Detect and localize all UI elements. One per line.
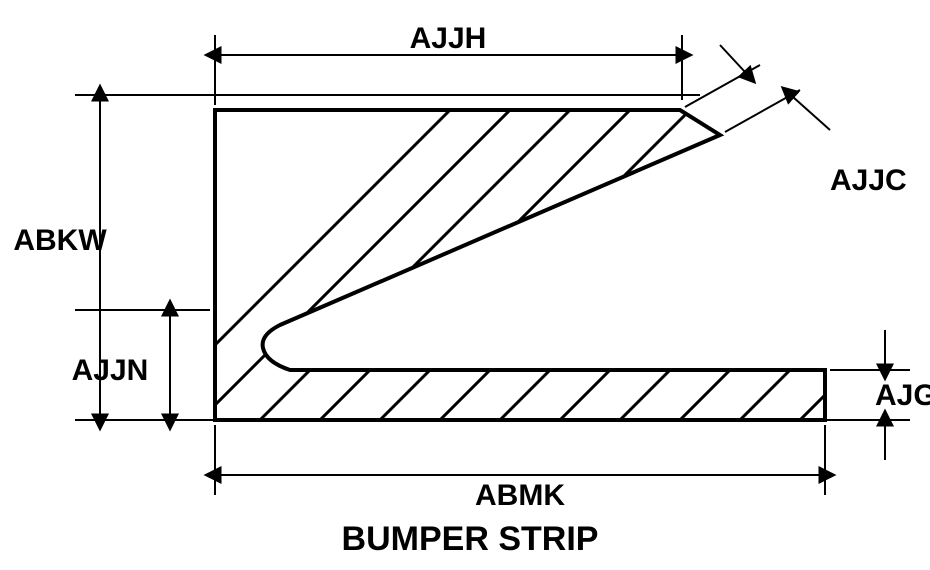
label-ajjn: AJJN [72,354,149,387]
label-abkw: ABKW [13,224,107,257]
bumper-strip-diagram: AJJH ABKW AJJN AJJC AJGP ABMK BUMPER STR… [0,0,930,570]
label-ajgp: AJGP [875,379,930,412]
label-ajjh: AJJH [410,22,487,55]
label-abmk: ABMK [475,479,565,512]
extension-lines [75,35,910,495]
label-ajjc: AJJC [830,164,907,197]
diagram-title: BUMPER STRIP [342,520,599,558]
